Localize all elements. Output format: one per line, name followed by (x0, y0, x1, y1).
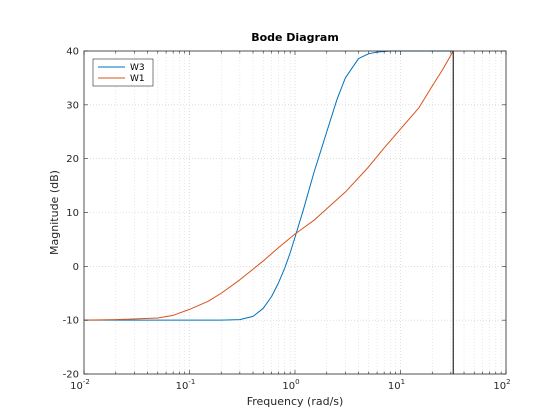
series-line-w1 (83, 50, 454, 321)
legend-box (92, 58, 154, 87)
x-tick-label-base: 10 (282, 381, 295, 392)
x-tick-label-exponent: -2 (83, 378, 90, 386)
x-tick-label-exponent: 1 (401, 378, 405, 386)
x-tick-label-exponent: -1 (188, 378, 195, 386)
x-tick-label-base: 10 (388, 381, 401, 392)
y-tick-label: -20 (63, 370, 79, 381)
x-tick-label: 101 (388, 378, 405, 392)
y-tick-label: 0 (73, 262, 79, 273)
x-tick-label-base: 10 (70, 381, 83, 392)
x-tick-label: 10-2 (70, 378, 90, 392)
x-tick-labels: 10-2 10-1 100 101 102 (70, 378, 510, 392)
y-tick-label: -10 (63, 316, 79, 327)
x-tick-label-exponent: 0 (295, 378, 299, 386)
x-tick-label-base: 10 (493, 381, 506, 392)
plot-area (83, 50, 507, 375)
x-tick-label: 102 (493, 378, 510, 392)
x-tick-label: 10-1 (176, 378, 196, 392)
y-tick-labels: -20 -10 0 10 20 30 40 (63, 47, 79, 381)
legend-label-w3: W3 (130, 63, 145, 73)
legend-label-w1: W1 (130, 74, 145, 84)
y-axis-title: Magnitude (dB) (48, 170, 61, 255)
chart-title: Bode Diagram (251, 31, 339, 44)
y-tick-label: 20 (66, 154, 79, 165)
grid-layer (84, 51, 506, 374)
y-tick-label: 30 (66, 100, 79, 111)
x-axis-title: Frequency (rad/s) (247, 395, 344, 408)
x-tick-label-exponent: 2 (506, 378, 510, 386)
y-tick-label: 40 (66, 47, 79, 58)
x-tick-label-base: 10 (176, 381, 189, 392)
y-tick-label: 10 (66, 208, 79, 219)
x-tick-label: 100 (282, 378, 299, 392)
tick-layer (83, 50, 507, 375)
